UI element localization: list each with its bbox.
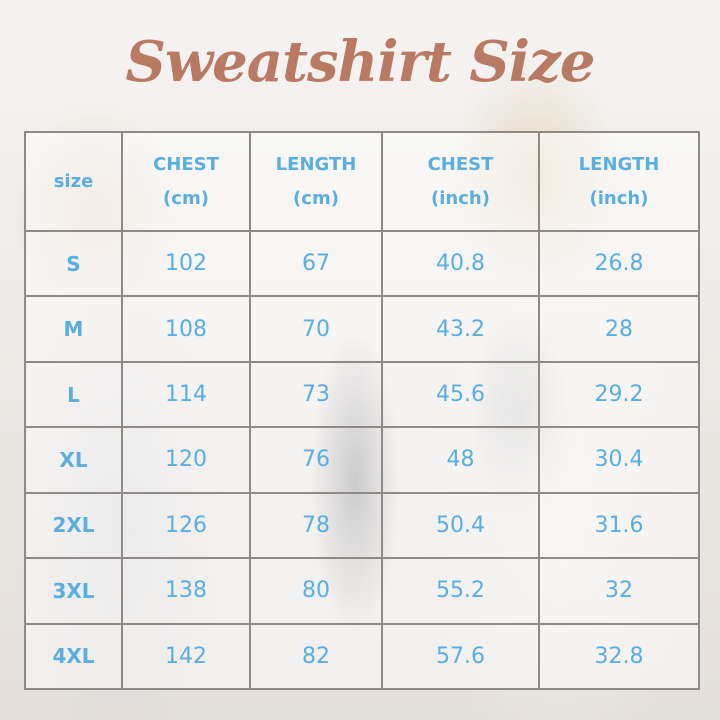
length-inch-cell: 32.8	[538, 622, 700, 691]
size-cell: S	[24, 229, 123, 298]
header-label: CHEST	[427, 153, 494, 175]
length-cm-cell: 80	[249, 557, 383, 625]
chest-inch-cell: 57.6	[381, 622, 540, 691]
table-row: L 114 73 45.6 29.2	[24, 360, 700, 429]
chest-inch-cell: 48	[381, 426, 540, 494]
length-cm-cell: 76	[249, 426, 383, 494]
chest-cm-cell: 102	[121, 229, 251, 298]
length-inch-cell: 29.2	[538, 360, 700, 429]
size-chart-table: size CHEST (cm) LENGTH (cm) CHEST (inch)…	[24, 131, 700, 691]
chest-inch-cell: 50.4	[381, 491, 540, 560]
header-unit: (inch)	[431, 187, 490, 209]
table-row: XL 120 76 48 30.4	[24, 426, 700, 494]
page-title: Sweatshirt Size	[125, 29, 596, 95]
length-inch-cell: 31.6	[538, 491, 700, 560]
header-unit: (cm)	[163, 187, 209, 209]
header-label: CHEST	[153, 153, 219, 175]
chest-cm-cell: 108	[121, 295, 251, 363]
length-cm-cell: 78	[249, 491, 383, 560]
table-header-row: size CHEST (cm) LENGTH (cm) CHEST (inch)…	[24, 131, 700, 232]
length-cm-cell: 73	[249, 360, 383, 429]
size-cell: 4XL	[24, 622, 123, 691]
size-cell: 3XL	[24, 557, 123, 625]
chest-inch-cell: 43.2	[381, 295, 540, 363]
header-size: size	[24, 131, 123, 232]
length-cm-cell: 82	[249, 622, 383, 691]
chest-inch-cell: 55.2	[381, 557, 540, 625]
length-cm-cell: 67	[249, 229, 383, 298]
table-row: 4XL 142 82 57.6 32.8	[24, 622, 700, 691]
header-unit: (inch)	[589, 187, 649, 209]
header-length-cm: LENGTH (cm)	[249, 131, 383, 232]
length-inch-cell: 28	[538, 295, 700, 363]
size-cell: L	[24, 360, 123, 429]
length-inch-cell: 30.4	[538, 426, 700, 494]
header-chest-inch: CHEST (inch)	[381, 131, 540, 232]
size-cell: 2XL	[24, 491, 123, 560]
table-row: 3XL 138 80 55.2 32	[24, 557, 700, 625]
header-label: size	[53, 170, 94, 192]
header-length-inch: LENGTH (inch)	[538, 131, 700, 232]
header-chest-cm: CHEST (cm)	[121, 131, 251, 232]
chest-cm-cell: 120	[121, 426, 251, 494]
table-row: M 108 70 43.2 28	[24, 295, 700, 363]
length-inch-cell: 26.8	[538, 229, 700, 298]
chest-cm-cell: 142	[121, 622, 251, 691]
chest-cm-cell: 138	[121, 557, 251, 625]
length-cm-cell: 70	[249, 295, 383, 363]
chest-cm-cell: 114	[121, 360, 251, 429]
length-inch-cell: 32	[538, 557, 700, 625]
size-cell: XL	[24, 426, 123, 494]
chest-cm-cell: 126	[121, 491, 251, 560]
chest-inch-cell: 40.8	[381, 229, 540, 298]
header-unit: (cm)	[293, 187, 339, 209]
size-cell: M	[24, 295, 123, 363]
header-label: LENGTH	[275, 153, 357, 175]
chest-inch-cell: 45.6	[381, 360, 540, 429]
header-label: LENGTH	[578, 153, 660, 175]
table-row: S 102 67 40.8 26.8	[24, 229, 700, 298]
table-row: 2XL 126 78 50.4 31.6	[24, 491, 700, 560]
